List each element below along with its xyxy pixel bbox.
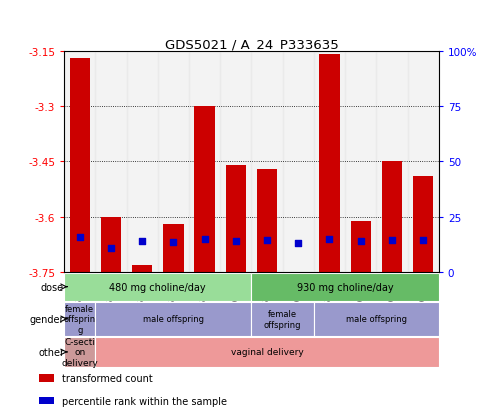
Bar xyxy=(413,177,433,273)
Bar xyxy=(288,273,309,276)
Bar xyxy=(382,162,402,273)
Bar xyxy=(282,52,314,273)
Bar xyxy=(95,52,127,273)
Point xyxy=(232,238,240,244)
Text: female
offspring: female offspring xyxy=(264,309,301,329)
Bar xyxy=(95,302,251,336)
Bar xyxy=(314,302,439,336)
Bar xyxy=(64,273,251,301)
Bar xyxy=(158,52,189,273)
Bar xyxy=(39,374,54,382)
Point xyxy=(388,237,396,244)
Title: GDS5021 / A_24_P333635: GDS5021 / A_24_P333635 xyxy=(165,38,338,50)
Point xyxy=(294,240,302,247)
Bar xyxy=(408,52,439,273)
Text: percentile rank within the sample: percentile rank within the sample xyxy=(62,396,227,406)
Bar xyxy=(64,337,95,367)
Text: female
offsprin
g: female offsprin g xyxy=(64,304,96,334)
Bar xyxy=(251,302,314,336)
Point xyxy=(76,234,84,241)
Text: other: other xyxy=(38,347,64,357)
Bar xyxy=(70,59,90,273)
Bar xyxy=(319,55,340,273)
Bar xyxy=(351,221,371,273)
Point xyxy=(170,239,177,246)
Point xyxy=(419,237,427,244)
Text: gender: gender xyxy=(30,314,64,324)
Bar xyxy=(226,166,246,273)
Point xyxy=(357,238,365,244)
Text: C-secti
on
delivery: C-secti on delivery xyxy=(61,337,98,367)
Bar xyxy=(132,265,152,273)
Point xyxy=(138,238,146,244)
Bar xyxy=(64,302,95,336)
Point xyxy=(325,236,333,243)
Bar xyxy=(376,52,408,273)
Bar xyxy=(189,52,220,273)
Text: vaginal delivery: vaginal delivery xyxy=(231,348,303,356)
Bar xyxy=(251,52,282,273)
Bar xyxy=(39,397,54,404)
Text: male offspring: male offspring xyxy=(143,315,204,323)
Bar xyxy=(194,107,215,273)
Bar xyxy=(64,52,95,273)
Text: 480 mg choline/day: 480 mg choline/day xyxy=(109,282,206,292)
Bar xyxy=(314,52,345,273)
Text: male offspring: male offspring xyxy=(346,315,407,323)
Bar xyxy=(127,52,158,273)
Bar xyxy=(163,225,183,273)
Point xyxy=(263,237,271,244)
Bar xyxy=(345,52,376,273)
Bar xyxy=(257,169,277,273)
Text: dose: dose xyxy=(41,282,64,292)
Bar xyxy=(251,273,439,301)
Text: 930 mg choline/day: 930 mg choline/day xyxy=(297,282,393,292)
Bar xyxy=(220,52,251,273)
Point xyxy=(201,236,209,243)
Bar xyxy=(101,217,121,273)
Text: transformed count: transformed count xyxy=(62,373,152,383)
Point xyxy=(107,245,115,252)
